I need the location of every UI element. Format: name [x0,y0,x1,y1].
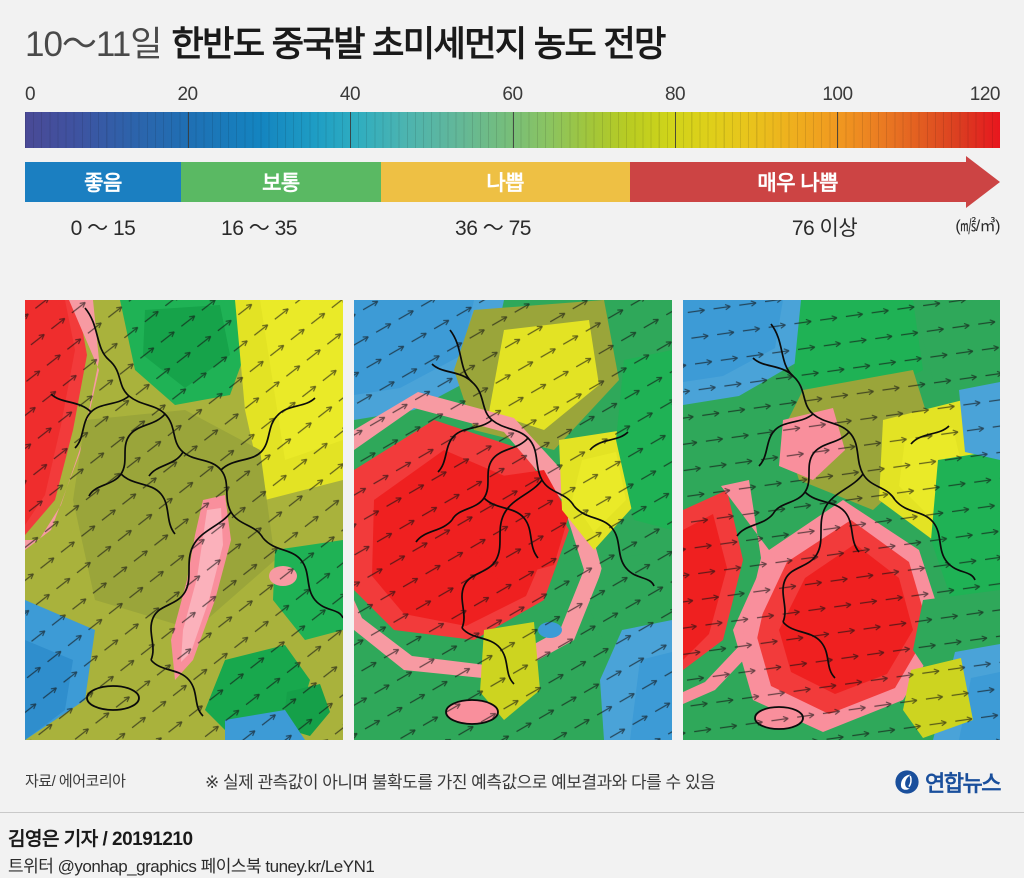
yonhap-logo: 연합뉴스 [894,766,1001,798]
arrow-head-icon [966,156,1000,208]
forecast-panel-2[interactable]: 11일 오전 8시 [354,300,672,740]
colorbar-tick-mark [512,112,514,148]
forecast-panels: 10일 밤 12시 (자정) [25,300,1000,740]
axis-tick-80: 80 [664,84,686,105]
social-handles: 트위터 @yonhap_graphics 페이스북 tuney.kr/LeYN1 [8,857,375,876]
footer-divider [0,812,1024,813]
axis-tick-120: 120 [969,84,1001,105]
range-label-good: 0 〜 15 [70,217,136,240]
color-scale-bar [25,112,1000,148]
unit-label: (㎨/㎥) [955,218,1000,235]
pm25-map-2 [354,300,672,740]
yonhap-swirl-icon [895,770,919,794]
category-band-bad: 나쁩 [380,162,630,202]
category-range-labels: 0 〜 15 16 〜 35 36 〜 75 76 이상 (㎨/㎥) [25,212,1001,242]
pm25-map-3 [683,300,1000,740]
pm25-map-1 [25,300,343,740]
range-label-normal: 16 〜 35 [221,217,297,240]
colorbar-tick-mark [349,112,351,148]
range-label-bad: 36 〜 75 [455,217,531,240]
colorbar-tick-mark [675,112,677,148]
axis-tick-20: 20 [177,84,198,105]
range-label-very-bad: 76 이상 [791,217,858,240]
forecast-panel-3[interactable]: 11일 낮 12시 (정오) [683,300,1000,740]
forecast-panel-1[interactable]: 10일 밤 12시 (자정) [25,300,343,740]
disclaimer-text: ※ 실제 관측값이 아니며 불확도를 가진 예측값으로 예보결과와 다를 수 있… [205,773,716,792]
source-label: 자료/ 에어코리아 [25,773,126,790]
axis-tick-0: 0 [25,84,36,105]
category-band-good: 좋음 [25,162,181,202]
axis-tick-100: 100 [822,84,853,105]
colorbar-tick-mark [837,112,839,148]
category-legend: 좋음 보통 나쁩 매우 나쁩 [25,156,1000,208]
title-date-prefix: 10〜11일 [25,25,162,64]
colorbar-tick-mark [187,112,189,148]
axis-tick-40: 40 [339,84,361,105]
category-band-very-bad: 매우 나쁩 [629,162,966,202]
colorbar-axis: 0 20 40 60 80 100 120 [25,84,1001,108]
byline-text: 김영은 기자 / 20191210 [8,829,193,850]
axis-tick-60: 60 [502,84,523,105]
page-title: 10〜11일 한반도 중국발 초미세먼지 농도 전망 [25,16,995,64]
category-band-normal: 보통 [181,162,381,202]
title-main-text: 한반도 중국발 초미세먼지 농도 전망 [171,25,666,64]
yonhap-logo-text: 연합뉴스 [925,771,1001,796]
